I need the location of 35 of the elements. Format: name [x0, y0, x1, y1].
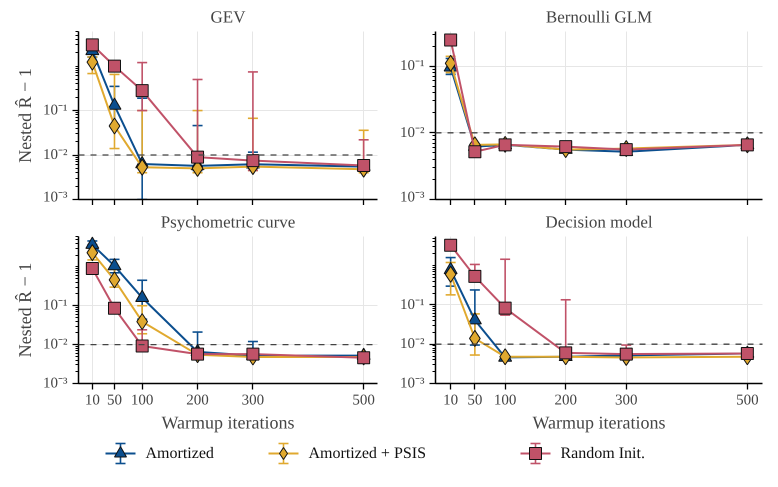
y-tick-label: 10⁻¹ — [400, 296, 425, 313]
x-tick-label: 200 — [554, 392, 577, 408]
y-tick-label: 10⁻² — [43, 336, 68, 353]
legend-label: Amortized — [146, 445, 214, 462]
x-tick-label: 300 — [242, 392, 264, 408]
x-axis-title: Warmup iterations — [532, 412, 666, 432]
chart-title: GEV — [210, 8, 246, 26]
chart-title: Bernoulli GLM — [546, 8, 652, 26]
y-tick-label: 10⁻² — [400, 124, 426, 141]
x-tick-label: 500 — [352, 392, 375, 408]
x-tick-label: 200 — [186, 392, 209, 408]
y-tick-label: 10⁻² — [43, 147, 68, 164]
legend-label: Amortized + PSIS — [308, 445, 426, 462]
y-axis-title: Nested R̂ − 1 — [14, 262, 36, 358]
y-axis-title: Nested R̂ − 1 — [14, 68, 36, 163]
y-tick-label: 10⁻¹ — [43, 298, 68, 314]
x-tick-label: 300 — [615, 392, 638, 408]
y-tick-label: 10⁻³ — [43, 190, 68, 206]
x-tick-label: 10 — [84, 392, 100, 408]
x-tick-label: 10 — [443, 392, 458, 408]
y-tick-label: 10⁻³ — [400, 376, 426, 392]
x-axis-title: Warmup iterations — [161, 412, 295, 432]
x-tick-label: 100 — [130, 392, 154, 408]
chart-title: Decision model — [545, 212, 653, 232]
y-tick-label: 10⁻³ — [400, 190, 426, 206]
y-tick-label: 10⁻¹ — [43, 102, 68, 119]
x-tick-label: 50 — [467, 392, 482, 408]
x-tick-label: 500 — [736, 392, 759, 408]
x-tick-label: 100 — [494, 392, 516, 408]
x-tick-label: 50 — [106, 392, 122, 408]
chart-title: Psychometric curve — [160, 212, 296, 232]
y-tick-label: 10⁻³ — [43, 376, 68, 392]
y-tick-label: 10⁻² — [400, 336, 426, 352]
legend-label: Random Init. — [560, 445, 645, 462]
y-tick-label: 10⁻¹ — [400, 58, 425, 74]
